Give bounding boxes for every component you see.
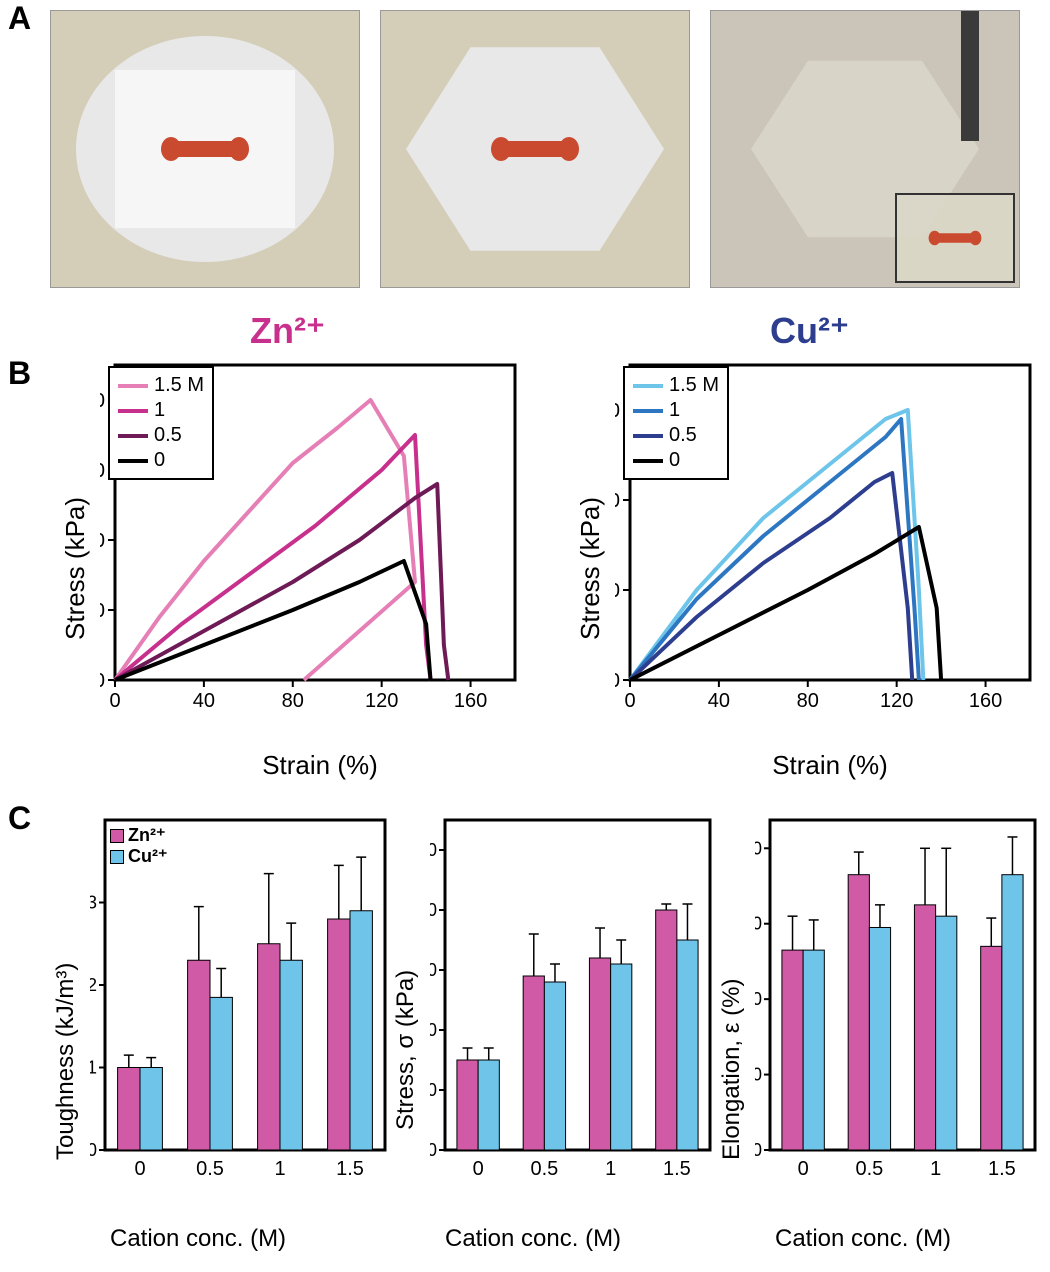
- photo-tensile-rig: [710, 10, 1020, 288]
- xlabel-cu: Strain (%): [730, 750, 930, 781]
- svg-text:40: 40: [193, 690, 215, 712]
- svg-text:80: 80: [282, 690, 304, 712]
- svg-text:80: 80: [797, 690, 819, 712]
- svg-text:1.5: 1.5: [988, 1158, 1016, 1180]
- svg-text:10: 10: [615, 580, 620, 602]
- svg-text:0: 0: [90, 1140, 97, 1160]
- xlabel-c2: Cation conc. (M): [445, 1225, 621, 1253]
- svg-text:0: 0: [473, 1158, 484, 1180]
- svg-text:0.5: 0.5: [530, 1158, 558, 1180]
- svg-text:120: 120: [755, 914, 762, 934]
- xlabel-c3: Cation conc. (M): [775, 1225, 951, 1253]
- svg-text:40: 40: [708, 690, 730, 712]
- svg-text:0: 0: [134, 1158, 145, 1180]
- panel-label-b: B: [8, 355, 31, 392]
- svg-text:30: 30: [615, 400, 620, 422]
- svg-text:30: 30: [430, 960, 437, 980]
- ylabel-stress: Stress, σ (kPa): [392, 970, 420, 1130]
- svg-text:10: 10: [100, 600, 105, 622]
- svg-text:40: 40: [755, 1065, 762, 1085]
- bar-legend: Zn²⁺Cu²⁺: [110, 825, 168, 867]
- svg-text:20: 20: [430, 1020, 437, 1040]
- stress-strain-chart-cu: 0 40 80 120 160 0 10 20 30 1.5 M10.50: [615, 360, 1035, 715]
- stress-strain-chart-zn: 0 40 80 120 160 0 10 20 30 40 1.5 M10.50: [100, 360, 520, 715]
- photo-hex-dish: [380, 10, 690, 288]
- photo-square-dish: [50, 10, 360, 288]
- svg-text:30: 30: [100, 460, 105, 482]
- rig-arm: [961, 11, 979, 141]
- svg-text:1: 1: [90, 1058, 97, 1078]
- svg-text:1: 1: [930, 1158, 941, 1180]
- panel-a-photos: [50, 10, 1020, 288]
- chart-title-zn: Zn²⁺: [250, 310, 325, 352]
- xlabel-zn: Strain (%): [220, 750, 420, 781]
- panel-label-a: A: [8, 0, 31, 37]
- svg-text:20: 20: [100, 530, 105, 552]
- svg-text:120: 120: [365, 690, 398, 712]
- ylabel-elongation: Elongation, ε (%): [718, 979, 746, 1160]
- legend-zn: 1.5 M10.50: [108, 366, 214, 480]
- ylabel-zn: Stress (kPa): [60, 497, 91, 640]
- svg-text:0.5: 0.5: [855, 1158, 883, 1180]
- svg-text:3: 3: [90, 893, 97, 913]
- svg-text:1: 1: [274, 1158, 285, 1180]
- ylabel-toughness: Toughness (kJ/m³): [52, 963, 80, 1160]
- svg-text:1.5: 1.5: [336, 1158, 364, 1180]
- svg-text:10: 10: [430, 1080, 437, 1100]
- bar-stress: 0 10 20 30 40 50 0 0.5 1 1.5: [430, 815, 715, 1185]
- svg-text:40: 40: [430, 900, 437, 920]
- svg-text:160: 160: [969, 690, 1002, 712]
- xlabel-c1: Cation conc. (M): [110, 1225, 286, 1253]
- chart-title-cu: Cu²⁺: [770, 310, 849, 352]
- svg-text:0: 0: [624, 690, 635, 712]
- dogbone-sample: [495, 141, 575, 157]
- ylabel-cu: Stress (kPa): [575, 497, 606, 640]
- dogbone-sample: [165, 141, 245, 157]
- svg-text:0: 0: [755, 1140, 762, 1160]
- svg-text:120: 120: [880, 690, 913, 712]
- svg-text:160: 160: [755, 838, 762, 858]
- svg-text:1.5: 1.5: [663, 1158, 691, 1180]
- figure: A B Zn²⁺ Cu²⁺ 04080120160010203040 1.5 M…: [0, 0, 1050, 1272]
- bar-elongation: 0 40 80 120 160 0 0.5 1 1.5: [755, 815, 1040, 1185]
- svg-text:50: 50: [430, 840, 437, 860]
- svg-text:0: 0: [798, 1158, 809, 1180]
- svg-text:0: 0: [100, 670, 105, 692]
- svg-text:1: 1: [605, 1158, 616, 1180]
- svg-text:0: 0: [109, 690, 120, 712]
- svg-text:0: 0: [615, 670, 620, 692]
- svg-text:80: 80: [755, 989, 762, 1009]
- svg-text:0.5: 0.5: [196, 1158, 224, 1180]
- svg-text:160: 160: [454, 690, 487, 712]
- panel-label-c: C: [8, 800, 31, 837]
- bar-toughness: 0 1 2 3 0 0.5 1 1.5 Zn²⁺Cu²⁺: [90, 815, 390, 1185]
- photo-inset: [895, 193, 1015, 283]
- svg-text:2: 2: [90, 975, 97, 995]
- svg-text:0: 0: [430, 1140, 437, 1160]
- svg-text:20: 20: [615, 490, 620, 512]
- legend-cu: 1.5 M10.50: [623, 366, 729, 480]
- svg-text:40: 40: [100, 390, 105, 412]
